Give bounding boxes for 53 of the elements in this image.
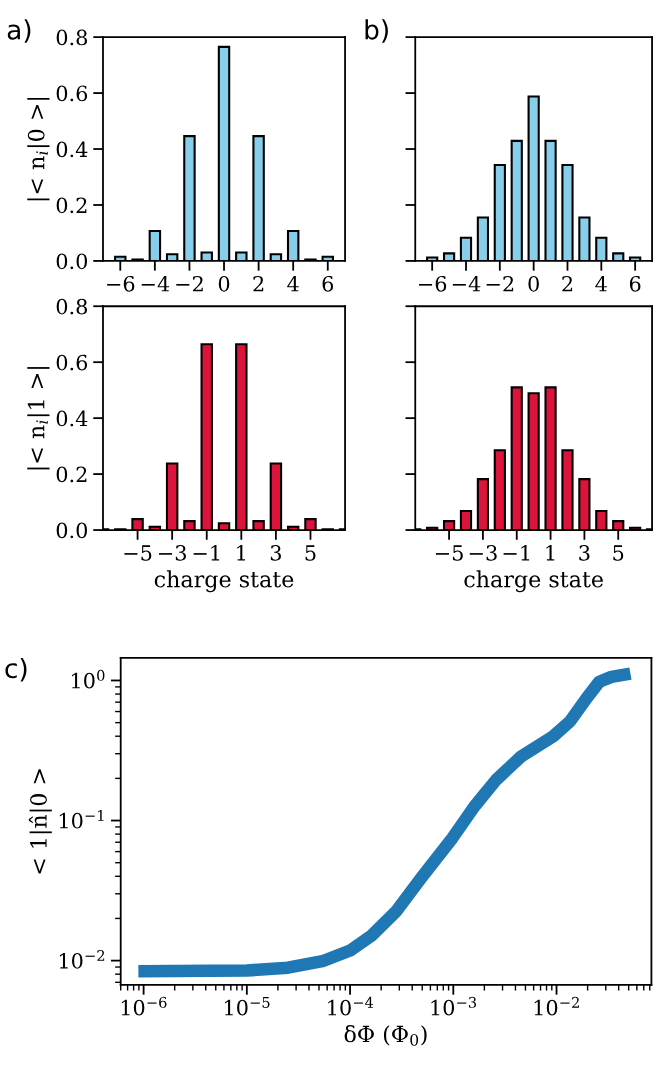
x-tick-label: 10$^{−6}$ (121, 996, 167, 1016)
y-tick-label: 0.6 (56, 354, 88, 371)
chart-title: c) (5, 657, 27, 682)
y-tick-label: 0.0 (56, 522, 88, 539)
x-tick-label: −5 (435, 545, 463, 561)
x-tick-label: 0 (218, 275, 230, 292)
x-tick-label: 6 (629, 275, 641, 292)
x-tick-label: 3 (270, 544, 281, 561)
y-tick-label: 10$^{0}$ (72, 669, 105, 689)
x-tick-label: 2 (253, 275, 264, 292)
x-tick-label: −2 (486, 275, 514, 292)
x-tick-label: −6 (107, 275, 135, 292)
x-tick-label: 10$^{−5}$ (225, 997, 270, 1016)
y-tick-label: 0.2 (56, 197, 87, 214)
x-tick-label: 4 (595, 275, 607, 292)
chart-title: a) (7, 19, 31, 43)
y-axis-title: |< n$_{i}$|0 >| (27, 97, 50, 201)
y-tick-label: 0.8 (56, 298, 88, 315)
y-axis-title: < 1|n̂|0 > (28, 769, 52, 874)
y-tick-label: 0.8 (56, 29, 88, 46)
x-tick-label: 5 (613, 545, 624, 561)
y-tick-label: 0.2 (56, 466, 87, 483)
x-tick-label: −5 (124, 545, 152, 561)
x-tick-label: 6 (322, 275, 334, 292)
x-tick-label: 10$^{−2}$ (534, 996, 579, 1016)
x-tick-label: −4 (141, 275, 170, 292)
x-axis-title: charge state (464, 570, 603, 593)
y-tick-label: 0.0 (56, 253, 88, 270)
x-tick-label: 3 (579, 544, 590, 561)
x-axis-title: δΦ (Φ$_{0}$) (344, 1025, 427, 1046)
x-tick-label: 1 (237, 544, 245, 561)
y-tick-label: 10$^{−1}$ (59, 809, 104, 829)
x-tick-label: −6 (419, 275, 447, 292)
x-tick-label: 0 (528, 275, 539, 292)
x-tick-label: 5 (305, 545, 316, 561)
x-tick-label: −1 (503, 544, 530, 561)
x-tick-label: 2 (562, 275, 573, 292)
x-tick-label: −4 (452, 275, 481, 292)
x-tick-label: −1 (193, 544, 220, 561)
y-axis-title: |< n$_{i}$|1 >| (27, 367, 50, 470)
x-tick-label: 1 (546, 544, 555, 561)
x-tick-label: 10$^{−3}$ (431, 996, 477, 1016)
x-tick-label: −2 (176, 275, 203, 292)
x-tick-label: 4 (287, 275, 299, 292)
x-tick-label: 10$^{−4}$ (328, 996, 374, 1016)
y-tick-label: 0.4 (56, 141, 88, 158)
x-tick-label: −3 (469, 544, 497, 561)
y-tick-label: 0.6 (56, 85, 88, 102)
y-tick-label: 10$^{−2}$ (59, 949, 105, 969)
x-axis-title: charge state (154, 570, 294, 593)
chart-title: b) (365, 19, 388, 43)
y-tick-label: 0.4 (56, 410, 88, 427)
x-tick-label: −3 (159, 544, 186, 561)
